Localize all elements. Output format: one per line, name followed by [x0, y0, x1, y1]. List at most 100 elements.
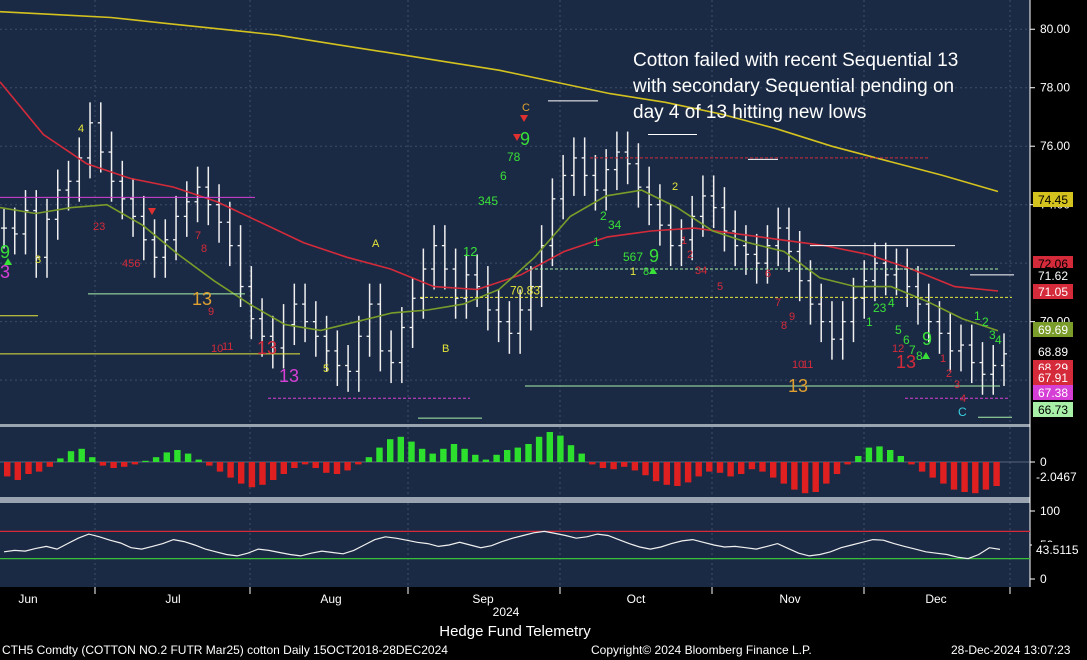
histogram-bar: [908, 462, 915, 465]
sequential-count-label: A: [372, 238, 380, 250]
sequential-count-label: 9: [922, 329, 932, 349]
histogram-bar: [876, 446, 883, 462]
grid: [0, 0, 1030, 587]
last-value-tag: 71.05: [1033, 284, 1073, 299]
last-value-tag: 72.06: [1033, 256, 1073, 271]
sell-arrow-icon: [520, 115, 528, 122]
last-value-tag-bg: [1033, 385, 1073, 400]
histogram-bar: [14, 462, 21, 480]
chart-annotation: Cotton failed with recent Sequential 13 …: [633, 50, 959, 123]
last-value-tag: 69.69: [1033, 322, 1073, 337]
last-value-tag-text: 72.06: [1038, 257, 1068, 271]
oscillator-value-bg: [1032, 542, 1086, 557]
sequential-count-label: 5: [323, 363, 329, 375]
last-value-tag-text: 66.73: [1038, 403, 1068, 417]
histogram-bar: [525, 444, 532, 462]
y-tick-label: 76.00: [1040, 139, 1070, 153]
histogram-bar: [780, 462, 787, 484]
sequential-count-label: 9: [789, 311, 795, 323]
sequential-count-label: 6: [903, 333, 910, 347]
histogram-bar: [652, 462, 660, 482]
histogram-bar: [940, 462, 947, 484]
sequential-count-label: 9: [0, 242, 10, 262]
histogram-bar: [599, 462, 607, 468]
histogram-bar: [950, 462, 958, 490]
sequential-count-label: 8: [781, 320, 787, 332]
histogram-bar: [493, 454, 500, 462]
last-value-tag-text: 69.69: [1038, 323, 1068, 337]
last-value-tag: 66.73: [1033, 402, 1073, 417]
histogram-bar: [323, 462, 330, 473]
sequential-count-label: 11: [222, 341, 233, 353]
sequential-count-label: 1: [681, 235, 687, 247]
sequential-count-label: 7: [909, 343, 916, 357]
histogram-bar: [4, 462, 11, 477]
histogram-bar: [301, 462, 309, 465]
sequential-count-label: 78: [507, 150, 521, 164]
footer-instrument: CTH5 Comdty (COTTON NO.2 FUTR Mar25) cot…: [2, 643, 448, 657]
histogram-bar: [248, 462, 256, 488]
sequential-count-label: 345: [478, 194, 498, 208]
last-value-tag: 67.38: [1033, 385, 1073, 400]
histogram-bar: [46, 462, 53, 467]
histogram-bar: [684, 462, 692, 483]
x-tick-label: Dec: [925, 592, 946, 606]
histogram-bar: [131, 462, 139, 465]
histogram-zero-label: 0: [1040, 455, 1047, 469]
histogram-value-bg: [1032, 469, 1086, 484]
sequential-count-label: 2: [672, 181, 678, 193]
moving-average-line: [0, 81, 999, 292]
histogram-bar: [418, 448, 426, 462]
histogram-bar: [674, 462, 681, 486]
x-tick-label: Jul: [165, 592, 180, 606]
sequential-count-label: 8: [916, 349, 923, 363]
histogram-bar: [472, 454, 479, 462]
histogram-bar: [887, 450, 894, 462]
sell-arrow-icon: [148, 208, 156, 215]
last-value-tag-text: 71.05: [1038, 285, 1068, 299]
histogram-bar: [748, 462, 756, 470]
moving-average-line: [0, 10, 999, 193]
sequential-13-label: 13: [257, 338, 277, 358]
sequential-count-label: 9: [520, 129, 530, 149]
sequential-count-label: 1: [630, 266, 636, 278]
sequential-count-label: 4: [78, 123, 84, 135]
level-label: 70.83: [510, 283, 540, 297]
sequential-count-label: 8: [201, 243, 207, 255]
x-tick-label: Aug: [320, 592, 341, 606]
sequential-count-label: 3: [989, 328, 996, 342]
last-value-tag: 71.62: [1033, 268, 1073, 283]
panel-divider: [0, 424, 1030, 427]
sequential-count-label: 2: [982, 315, 989, 329]
histogram-bar: [865, 447, 873, 462]
histogram-bar: [174, 450, 181, 462]
histogram-bar: [929, 462, 936, 478]
histogram-bar: [35, 462, 43, 472]
histogram-bar: [238, 462, 245, 484]
histogram-bar: [695, 462, 702, 477]
oscillator-tick-label: 0: [1040, 572, 1047, 586]
last-value-tag-text: 74.45: [1038, 193, 1068, 207]
histogram-bar: [355, 462, 362, 465]
histogram-bar: [344, 462, 351, 471]
sequential-count-label: 567: [623, 250, 643, 264]
histogram-bar: [57, 458, 64, 462]
x-year-label: 2024: [493, 605, 520, 619]
last-value-tag-bg: [1033, 344, 1073, 359]
histogram-bar: [759, 462, 766, 472]
sequential-count-label: 23: [873, 301, 887, 315]
footer-timestamp: 28-Dec-2024 13:07:23: [951, 643, 1071, 657]
last-value-tag: 67.91: [1033, 370, 1073, 385]
histogram-bar: [642, 462, 649, 476]
histogram-bar: [621, 462, 628, 467]
sequential-count-label: B: [442, 343, 449, 355]
last-value-tag: 74.45: [1033, 192, 1073, 207]
last-value-tag-bg: [1033, 256, 1073, 271]
sequential-count-label: 4: [960, 393, 966, 405]
histogram-bar: [110, 462, 117, 468]
level-lines: 70.83: [0, 100, 1014, 419]
histogram-bar: [812, 462, 819, 492]
histogram-bar: [855, 456, 862, 462]
sequential-count-label: 23: [93, 221, 105, 233]
sequential-count-label: 1: [593, 235, 600, 249]
